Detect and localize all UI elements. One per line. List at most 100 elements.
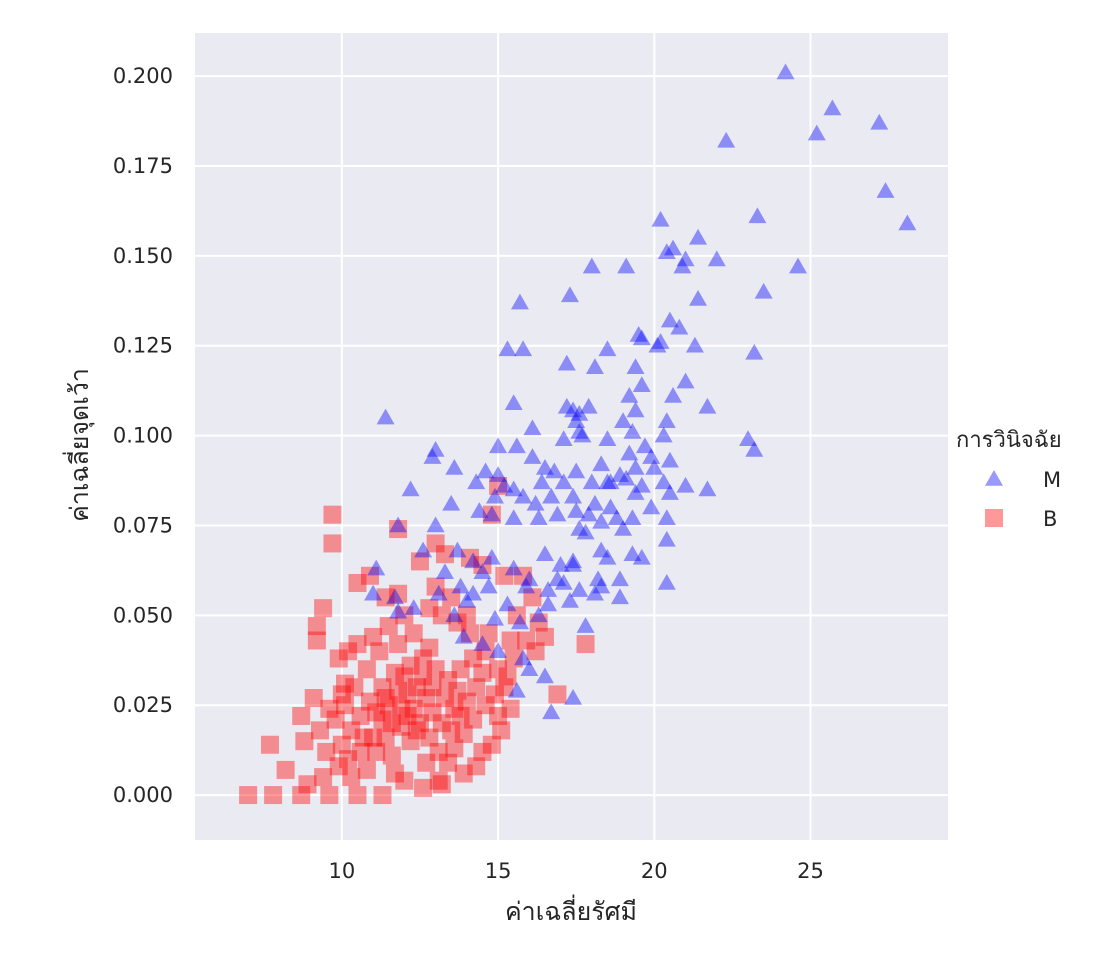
data-point-square (373, 710, 392, 729)
data-point-triangle (557, 354, 576, 371)
data-point-square (389, 584, 408, 603)
data-point-triangle (567, 462, 586, 479)
data-point-triangle (673, 257, 692, 274)
data-point-triangle (423, 448, 442, 464)
data-point-square (410, 552, 429, 571)
data-point-triangle (589, 570, 608, 587)
data-point-triangle (789, 257, 808, 274)
y-tick-label: 0.100 (113, 424, 173, 448)
data-point-triangle (582, 257, 601, 274)
data-point-square (489, 706, 508, 725)
data-point-triangle (429, 584, 448, 601)
x-tick-label: 20 (641, 859, 668, 883)
data-point-triangle (426, 440, 445, 457)
data-point-triangle (570, 405, 589, 421)
data-point-square (389, 635, 408, 654)
data-point-square (335, 674, 354, 693)
data-point-square (454, 764, 473, 783)
data-point-triangle (539, 581, 558, 597)
data-point-square (348, 573, 367, 592)
data-point-square (473, 663, 492, 682)
data-point-triangle (570, 520, 589, 536)
data-point-square (395, 667, 414, 686)
data-point-square (357, 760, 376, 779)
data-point-triangle (645, 458, 664, 475)
data-point-triangle (614, 412, 633, 428)
data-point-triangle (610, 466, 629, 482)
y-tick-label: 0.000 (113, 783, 173, 807)
data-point-triangle (489, 642, 508, 659)
data-point-triangle (485, 487, 504, 504)
data-point-square (351, 742, 370, 761)
data-point-triangle (717, 131, 736, 148)
data-point-triangle (657, 243, 676, 260)
data-point-triangle (473, 635, 492, 651)
data-point-square (389, 681, 408, 700)
data-point-triangle (573, 426, 592, 443)
data-point-square (451, 660, 470, 679)
data-point-square (445, 739, 464, 758)
data-point-square (370, 642, 389, 661)
data-point-triangle (514, 649, 533, 666)
data-point-square (492, 721, 511, 740)
data-point-square (354, 728, 373, 747)
data-point-square (432, 606, 451, 625)
data-point-square (517, 631, 536, 650)
data-point-triangle (876, 182, 895, 198)
data-point-square (314, 599, 333, 618)
data-point-square (320, 786, 339, 805)
data-point-square (420, 599, 439, 618)
data-point-triangle (870, 113, 889, 130)
data-point-triangle (632, 548, 651, 565)
data-point-square (498, 667, 517, 686)
data-point-triangle (748, 207, 767, 224)
data-point-triangle (585, 494, 604, 511)
data-point-triangle (485, 609, 504, 626)
data-point-square (410, 714, 429, 733)
data-point-square (329, 649, 348, 668)
data-point-square (423, 703, 442, 722)
data-point-triangle (585, 358, 604, 375)
data-point-square (398, 706, 417, 725)
data-point-triangle (592, 455, 611, 472)
data-point-triangle (385, 588, 404, 605)
data-point-square (307, 617, 326, 636)
data-point-triangle (535, 545, 554, 561)
data-point-square (451, 706, 470, 725)
data-point-triangle (642, 448, 661, 464)
data-point-triangle (520, 570, 539, 587)
data-point-triangle (504, 559, 523, 576)
data-point-triangle (660, 484, 679, 500)
data-point-square (385, 764, 404, 783)
data-point-triangle (442, 494, 461, 511)
data-point-triangle (476, 462, 495, 479)
data-point-triangle (776, 63, 795, 80)
data-point-square (404, 699, 423, 718)
data-point-square (395, 606, 414, 625)
data-point-triangle (517, 577, 536, 594)
data-point-square (332, 685, 351, 704)
data-point-triangle (548, 505, 567, 522)
data-point-triangle (651, 210, 670, 227)
data-point-triangle (445, 458, 464, 475)
data-point-triangle (592, 541, 611, 558)
data-point-triangle (389, 602, 408, 619)
data-point-square (454, 724, 473, 743)
legend-label: B (1043, 507, 1057, 531)
data-point-square (364, 728, 383, 747)
data-point-triangle (529, 606, 548, 623)
data-point-square (385, 663, 404, 682)
points-layer (239, 63, 917, 805)
data-point-triangle (657, 509, 676, 526)
data-point-triangle (632, 476, 651, 493)
data-point-triangle (635, 437, 654, 454)
data-point-square (407, 721, 426, 740)
data-point-triangle (498, 595, 517, 612)
x-tick-label: 10 (328, 859, 355, 883)
data-point-triangle (526, 494, 545, 511)
data-point-square (489, 476, 508, 495)
data-point-square (460, 624, 479, 643)
data-point-square (467, 678, 486, 697)
data-point-triangle (657, 573, 676, 590)
data-point-square (373, 678, 392, 697)
